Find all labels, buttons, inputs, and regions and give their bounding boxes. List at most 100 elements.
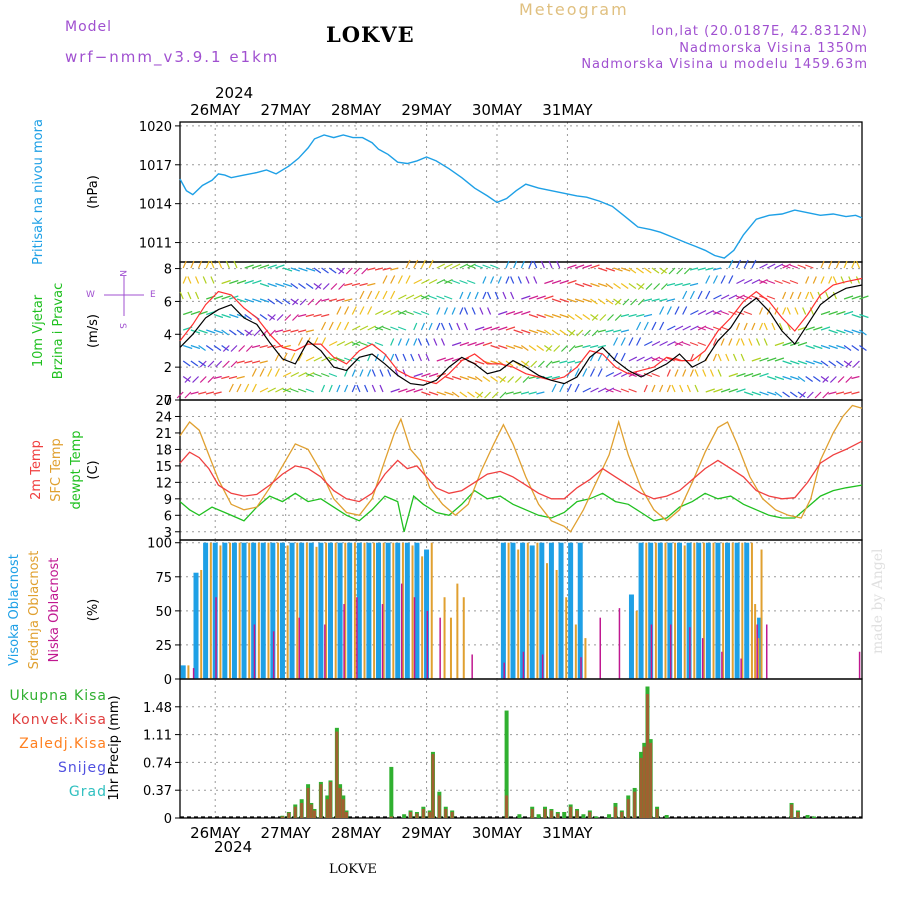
press-ytick-label: 1011 bbox=[139, 237, 172, 252]
wind-barb bbox=[522, 376, 530, 383]
cloud-bar-1 bbox=[731, 542, 734, 679]
wind-barb bbox=[666, 357, 676, 362]
wind-barb bbox=[236, 383, 242, 393]
wind-barb bbox=[674, 325, 684, 331]
wind-barb bbox=[195, 291, 200, 300]
wind-barb bbox=[328, 357, 338, 362]
wind-barb bbox=[843, 329, 854, 334]
precip-bar-1 bbox=[505, 795, 509, 818]
wind-barb bbox=[843, 345, 852, 351]
wind-barb bbox=[259, 360, 268, 364]
wind-barb bbox=[195, 276, 200, 284]
cloud-bar-1 bbox=[449, 617, 452, 679]
cloud-bar-0 bbox=[180, 665, 186, 679]
wind-barb bbox=[259, 368, 265, 377]
wind-barb bbox=[184, 391, 192, 399]
wind-barb bbox=[774, 391, 783, 398]
wind-barb bbox=[805, 276, 810, 284]
wind-barb bbox=[417, 338, 422, 346]
wind-barb bbox=[697, 341, 706, 347]
wind-barb bbox=[735, 322, 741, 331]
cloud-bar-0 bbox=[558, 542, 564, 679]
wind-barb bbox=[528, 295, 539, 300]
wind-barb bbox=[494, 291, 499, 300]
temp-ytick-label: 15 bbox=[155, 460, 172, 475]
wind-barb bbox=[252, 298, 262, 303]
cloud-bar-1 bbox=[507, 542, 510, 679]
wind-barb bbox=[790, 360, 800, 365]
compass-w: W bbox=[86, 290, 95, 300]
cloud-bar-2 bbox=[439, 617, 441, 679]
pressure-unit: (hPa) bbox=[86, 175, 101, 209]
wind-barb bbox=[374, 290, 380, 300]
cloud-bar-1 bbox=[645, 542, 648, 679]
wind-barb bbox=[228, 383, 234, 393]
wind-barb bbox=[748, 338, 753, 346]
wind-barb bbox=[751, 278, 761, 285]
wind-barb bbox=[213, 313, 224, 319]
precip-bar-1 bbox=[312, 810, 316, 818]
cloud-bar-1 bbox=[382, 542, 385, 679]
cloud-bar-0 bbox=[577, 542, 583, 679]
cloud-bar-0 bbox=[251, 542, 257, 679]
cloud-bar-0 bbox=[715, 542, 721, 679]
cloud-bar-1 bbox=[702, 542, 705, 679]
cloud-bar-1 bbox=[353, 542, 356, 679]
wind-barb bbox=[322, 283, 330, 290]
wind-barb bbox=[682, 282, 691, 287]
wind-barb bbox=[651, 357, 660, 362]
wind-barb bbox=[338, 283, 346, 290]
precip-bar-1 bbox=[409, 811, 413, 818]
wind-barb bbox=[540, 260, 545, 269]
wind-barb bbox=[364, 384, 369, 393]
wind-barb bbox=[551, 329, 560, 336]
precip-bar-0 bbox=[581, 814, 586, 818]
wind-barb bbox=[574, 368, 580, 377]
wind-barb bbox=[597, 298, 606, 305]
cloud-bar-1 bbox=[635, 610, 638, 679]
wind-barb bbox=[605, 371, 615, 378]
wind-barb bbox=[636, 313, 645, 318]
wind-barb bbox=[282, 344, 291, 349]
wind-barb bbox=[743, 391, 754, 396]
wind-barb bbox=[521, 295, 531, 300]
wind-barb bbox=[644, 356, 653, 362]
wind-barb bbox=[859, 345, 867, 351]
wind-barb bbox=[763, 322, 768, 331]
wind-barb bbox=[463, 322, 469, 331]
wind-barb bbox=[336, 384, 341, 393]
wind-barb bbox=[659, 298, 668, 302]
wind-barb bbox=[451, 341, 462, 347]
wind-barb bbox=[666, 282, 676, 287]
wind-barb bbox=[713, 294, 722, 300]
wind-barb bbox=[252, 264, 262, 269]
wind-barb bbox=[536, 391, 545, 395]
wind-barb bbox=[210, 276, 215, 284]
wind-barb bbox=[855, 276, 860, 284]
cloud-bar-0 bbox=[279, 542, 285, 679]
wind-barb bbox=[679, 384, 684, 393]
wind-barb bbox=[505, 391, 514, 395]
precip-bar-1 bbox=[633, 791, 637, 818]
wind-barb bbox=[245, 345, 253, 352]
wind-barb bbox=[786, 307, 791, 315]
wind-barb bbox=[671, 384, 676, 393]
wind-barb bbox=[528, 375, 537, 380]
wind-barb bbox=[459, 341, 470, 347]
wind-barb bbox=[490, 344, 500, 350]
wind-barb bbox=[205, 345, 214, 351]
wind-barb bbox=[805, 264, 814, 269]
cloud-ylabel-0: Visoka Oblacnost bbox=[7, 554, 22, 666]
wind-barb bbox=[845, 360, 853, 368]
wind-barb bbox=[305, 356, 315, 362]
wind-barb bbox=[797, 264, 806, 269]
wind-barb bbox=[436, 391, 446, 396]
precip-bar-1 bbox=[325, 799, 329, 818]
wind-barb bbox=[413, 322, 418, 331]
wind-barb bbox=[205, 391, 215, 395]
cloud-bar-0 bbox=[308, 542, 314, 679]
wind-barb bbox=[397, 310, 407, 316]
precip-bar-1 bbox=[642, 746, 646, 818]
wind-barb bbox=[213, 391, 222, 395]
dewpoint-line bbox=[179, 484, 863, 532]
